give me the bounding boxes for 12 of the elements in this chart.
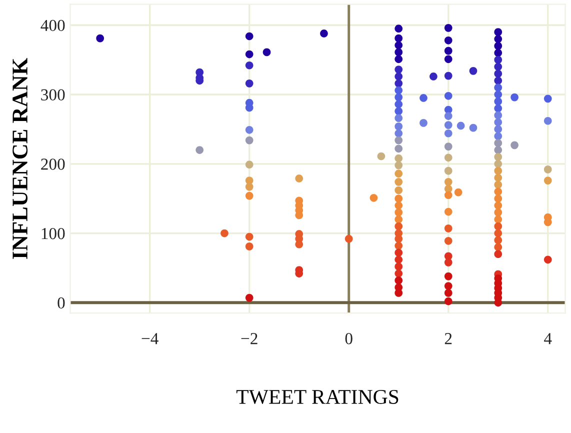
x-tick-label: 4 (544, 333, 552, 344)
x-tick-label: 0 (345, 332, 352, 344)
x-axis-title: TWEET RATINGS (236, 390, 398, 404)
x-tick-label: −4 (142, 333, 158, 344)
y-axis-title: INFLUENCE RANK (12, 58, 28, 259)
y-tick-label: 200 (41, 158, 65, 170)
y-tick-label: 0 (58, 297, 65, 309)
y-tick-label: 100 (42, 228, 65, 240)
y-tick-label: 400 (40, 20, 65, 32)
x-tick-label: 2 (444, 333, 452, 344)
y-tick-label: 300 (41, 89, 65, 100)
x-tick-label: −2 (241, 333, 258, 344)
